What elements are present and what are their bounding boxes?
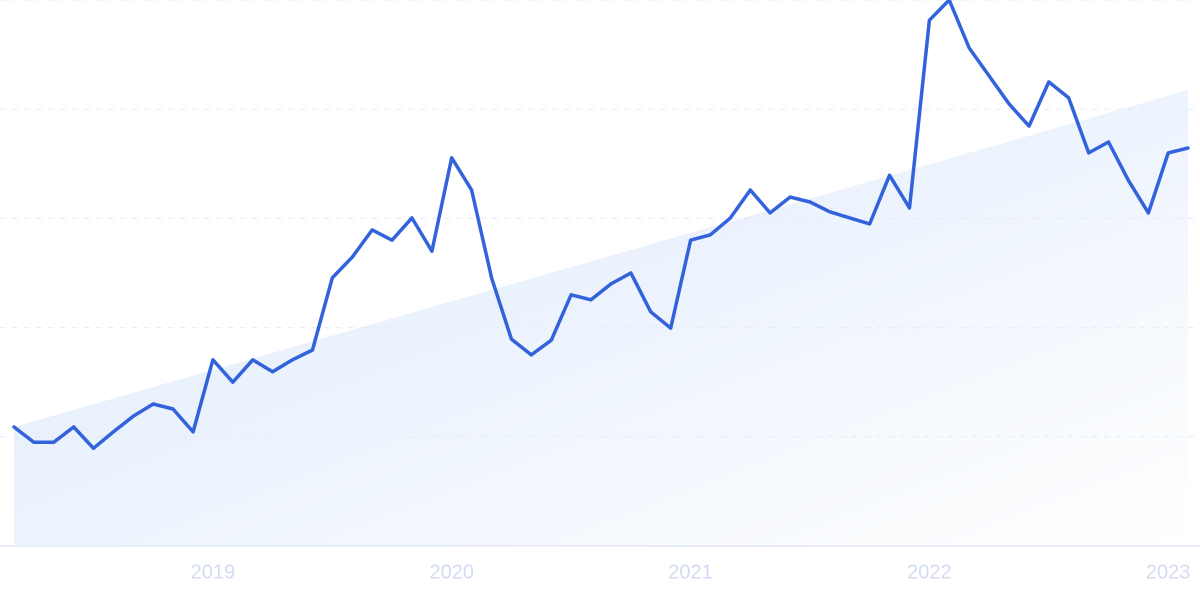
- x-tick-label: 2020: [429, 561, 474, 583]
- x-tick-label: 2021: [668, 561, 713, 583]
- trend-area: [14, 90, 1188, 546]
- x-tick-label: 2023: [1146, 561, 1191, 583]
- x-tick-label: 2019: [191, 561, 236, 583]
- x-tick-label: 2022: [907, 561, 952, 583]
- trend-line: [12, 0, 1190, 451]
